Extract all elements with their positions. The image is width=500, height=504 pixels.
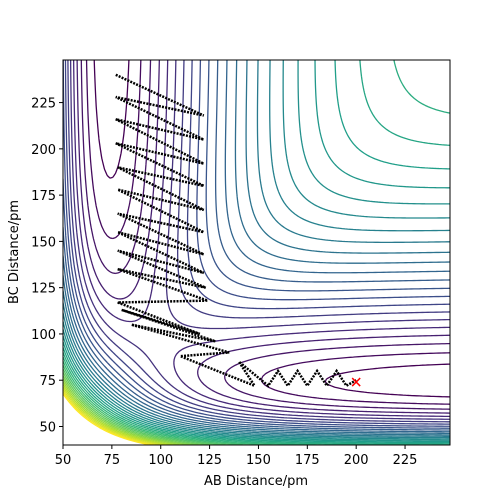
- y-tick-label: 225: [31, 97, 56, 112]
- end-point: [351, 377, 361, 387]
- contour-line: [64, 60, 450, 425]
- x-tick-label: 125: [197, 453, 222, 468]
- contour-line: [63, 60, 450, 435]
- contour-line: [63, 60, 450, 437]
- x-tick-label: 175: [295, 453, 320, 468]
- contour-line: [63, 60, 450, 444]
- x-tick-label: 225: [393, 453, 418, 468]
- end-point-cross: [351, 377, 361, 387]
- x-tick-label: 150: [246, 453, 271, 468]
- contour-line: [63, 60, 450, 439]
- y-tick-label: 200: [31, 143, 56, 158]
- plot-area: [63, 60, 450, 445]
- contour-line: [63, 368, 231, 445]
- contour-line: [63, 360, 282, 445]
- contour-line: [63, 60, 450, 429]
- contour-line: [63, 60, 450, 440]
- contour-line: [63, 60, 450, 443]
- y-axis-label: BC Distance/pm: [7, 200, 22, 304]
- trajectory: [115, 73, 357, 389]
- plot-frame: [62, 59, 451, 446]
- y-tick-label: 125: [31, 282, 56, 297]
- contour-line: [63, 364, 252, 445]
- y-tick-label: 100: [31, 328, 56, 343]
- contour-line: [63, 60, 450, 436]
- axes: 50 75 100 125 150 175 200 225 50 75 100 125 150 175 20…: [31, 97, 417, 468]
- x-tick-label: 100: [148, 453, 173, 468]
- x-tick-label: 75: [104, 453, 121, 468]
- contour-line: [63, 388, 162, 445]
- contour-line: [69, 60, 450, 420]
- contour-line: [80, 60, 450, 410]
- contour-line: [93, 60, 450, 398]
- y-tick-label: 150: [31, 235, 56, 250]
- x-tick-label: 50: [55, 453, 72, 468]
- contour-line: [76, 60, 450, 414]
- contour-line: [63, 386, 168, 445]
- contour-line: [63, 60, 450, 427]
- x-tick-label: 200: [344, 453, 369, 468]
- y-tick-label: 175: [31, 189, 56, 204]
- contour-line: [63, 60, 450, 441]
- contour-line: [85, 60, 450, 405]
- contour-line: [63, 60, 450, 445]
- y-tick-label: 75: [39, 374, 56, 389]
- contour-line: [63, 60, 450, 433]
- contour-line: [63, 60, 450, 431]
- x-axis-label: AB Distance/pm: [204, 474, 308, 489]
- y-tick-label: 50: [39, 420, 56, 435]
